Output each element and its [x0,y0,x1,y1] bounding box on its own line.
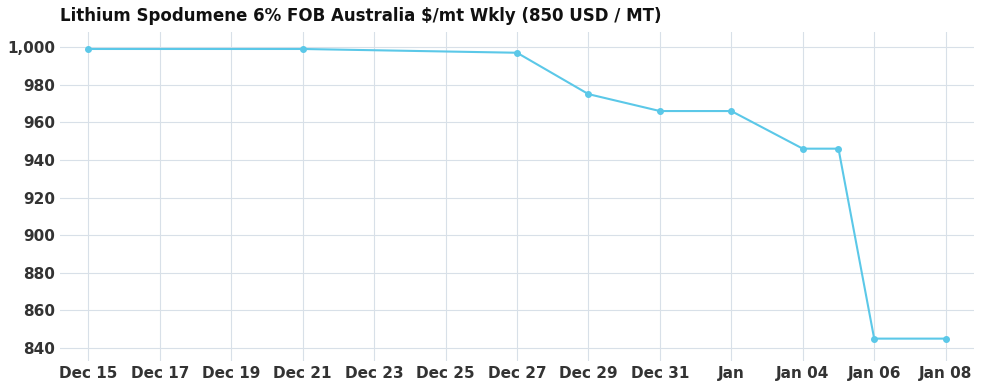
Text: Lithium Spodumene 6% FOB Australia $/mt Wkly (850 USD / MT): Lithium Spodumene 6% FOB Australia $/mt … [60,7,661,25]
